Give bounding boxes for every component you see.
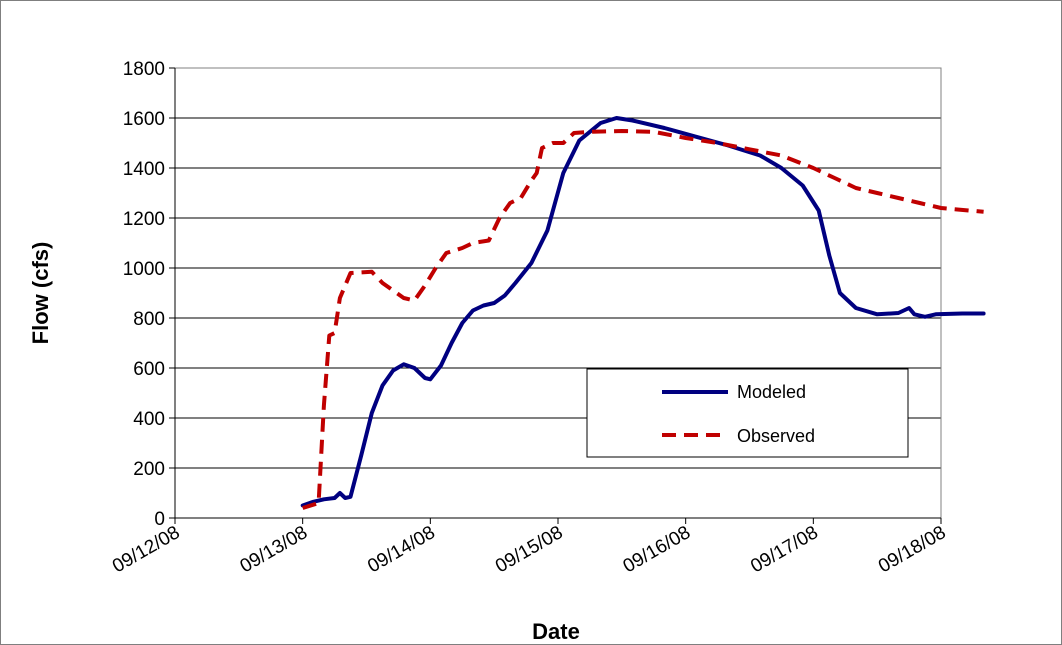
series-line-observed xyxy=(302,129,984,510)
y-tick-label: 400 xyxy=(133,409,165,430)
x-tick-label: 09/15/08 xyxy=(492,522,567,577)
series-line-modeled xyxy=(300,116,986,508)
y-tick-label: 1800 xyxy=(123,59,165,80)
x-tick-label: 09/12/08 xyxy=(109,522,184,577)
series-lines xyxy=(300,116,986,510)
x-tick-label: 09/14/08 xyxy=(364,522,439,577)
legend-label-observed: Observed xyxy=(737,426,815,446)
y-tick-label: 600 xyxy=(133,359,165,380)
y-axis-title: Flow (cfs) xyxy=(28,242,53,345)
legend-label-modeled: Modeled xyxy=(737,382,806,402)
x-axis-title: Date xyxy=(532,619,580,644)
x-tick-label: 09/18/08 xyxy=(875,522,950,577)
x-tick-label: 09/13/08 xyxy=(237,522,312,577)
legend: Modeled Observed xyxy=(586,368,909,458)
legend-box xyxy=(586,368,909,458)
y-tick-label: 200 xyxy=(133,459,165,480)
x-tick-label: 09/17/08 xyxy=(747,522,822,577)
y-tick-label: 0 xyxy=(154,509,165,530)
y-tick-label: 800 xyxy=(133,309,165,330)
y-tick-label: 1400 xyxy=(123,159,165,180)
y-tick-label: 1600 xyxy=(123,109,165,130)
x-tick-label: 09/16/08 xyxy=(620,522,695,577)
y-tick-label: 1200 xyxy=(123,209,165,230)
y-tick-label: 1000 xyxy=(123,259,165,280)
